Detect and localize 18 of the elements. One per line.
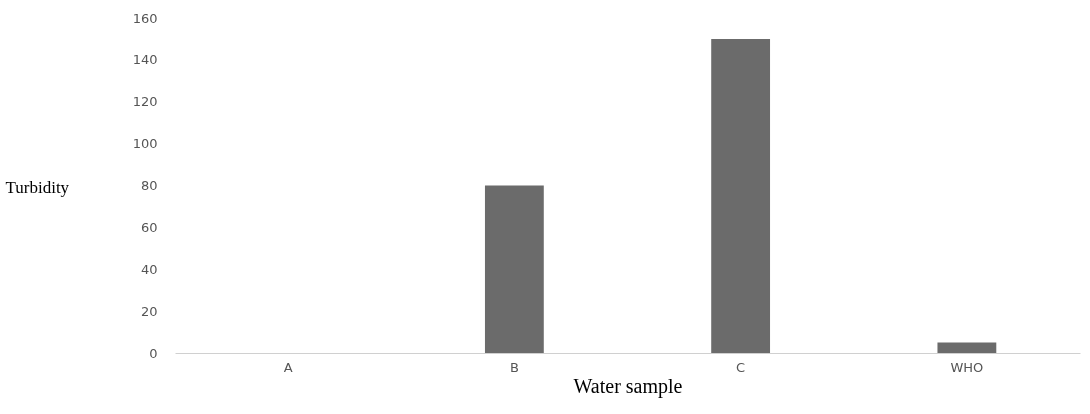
y-tick-label: 80 xyxy=(140,178,158,193)
y-tick-label: 100 xyxy=(132,136,158,152)
x-tick-label: C xyxy=(736,359,746,375)
y-axis-title: Turbidity xyxy=(5,177,70,197)
y-tick-label: 0 xyxy=(149,345,158,361)
y-tick-label: 40 xyxy=(140,261,158,277)
x-tick-label: A xyxy=(283,359,293,375)
y-tick-label: 120 xyxy=(132,94,158,110)
x-axis-title: Water sample xyxy=(573,374,683,398)
y-tick-label: 60 xyxy=(140,219,158,235)
bar xyxy=(937,342,997,353)
x-tick-label: B xyxy=(509,359,519,375)
y-tick-label: 140 xyxy=(132,52,158,68)
bar xyxy=(484,185,544,353)
y-tick-label: 160 xyxy=(132,10,158,26)
x-tick-label: WHO xyxy=(950,359,984,375)
bar xyxy=(711,38,771,353)
y-tick-label: 20 xyxy=(140,303,158,319)
